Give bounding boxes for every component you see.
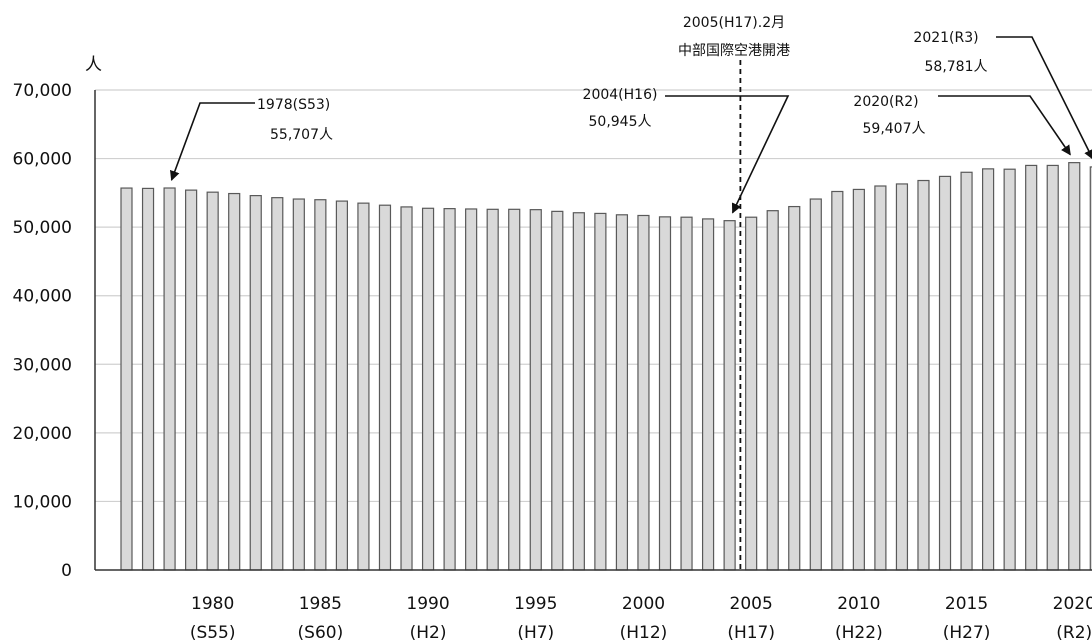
y-tick-label-5: 50,000 xyxy=(13,218,72,238)
annotation-2021-leader xyxy=(996,36,1092,160)
bar-1996 xyxy=(551,210,564,571)
bar-1985 xyxy=(314,199,327,571)
bar-2004 xyxy=(723,220,736,571)
bar-1992 xyxy=(465,208,478,571)
bar-1977 xyxy=(141,187,155,571)
bar-1976 xyxy=(120,187,133,571)
bar-1978 xyxy=(163,187,176,571)
x-tick-label-era-1995: (H7) xyxy=(517,623,554,643)
bar-1998 xyxy=(594,212,607,571)
bar-2007 xyxy=(788,205,801,571)
bar-2013 xyxy=(917,179,930,571)
x-tick-label-year-1990: 1990 xyxy=(406,594,449,614)
bar-1993 xyxy=(486,208,499,571)
y-axis-unit-label: 人 xyxy=(85,55,102,75)
x-tick-label-era-2020: (R2) xyxy=(1056,623,1092,643)
annotations: 1978(S53) 55,707人 2004(H16) 50,945人 2005(H17… xyxy=(170,15,1092,570)
axes xyxy=(94,90,1092,571)
bar-1981 xyxy=(228,192,241,571)
bar-1997 xyxy=(572,212,585,571)
annotation-1978-label: 1978(S53) xyxy=(257,97,330,113)
bar-2003 xyxy=(701,218,715,571)
x-tick-label-era-1990: (H2) xyxy=(410,623,447,643)
x-tick-label-year-2000: 2000 xyxy=(622,594,665,614)
y-tick-label-3: 30,000 xyxy=(13,355,72,375)
annotation-2004-leader xyxy=(665,95,790,214)
annotation-2004-label: 2004(H16) xyxy=(583,87,658,103)
bar-1984 xyxy=(292,198,305,571)
bar-2015 xyxy=(960,171,973,571)
y-tick-labels: 0 10,000 20,000 30,000 40,000 50,000 60,000 70,… xyxy=(13,81,72,581)
bar-1995 xyxy=(529,209,542,571)
y-tick-label-1: 10,000 xyxy=(13,492,72,512)
bar-2021 xyxy=(1089,166,1092,571)
bar-2002 xyxy=(680,216,693,571)
bar-2017 xyxy=(1003,168,1016,571)
y-tick-label-7: 70,000 xyxy=(13,81,72,101)
bar-2020 xyxy=(1068,162,1081,571)
x-tick-label-era-2015: (H27) xyxy=(943,623,991,643)
y-tick-label-4: 40,000 xyxy=(13,287,72,307)
x-tick-label-year-1980: 1980 xyxy=(191,594,234,614)
annotation-1978-leader xyxy=(170,102,255,181)
bar-2012 xyxy=(895,183,909,571)
bar-2006 xyxy=(766,210,779,571)
bar-2011 xyxy=(874,185,887,571)
bar-2000 xyxy=(637,214,650,571)
x-tick-label-era-2010: (H22) xyxy=(835,623,883,643)
x-tick-label-era-2005: (H17) xyxy=(727,623,775,643)
x-tick-label-era-1980: (S55) xyxy=(190,623,236,643)
annotation-2020-leader xyxy=(938,95,1071,156)
x-tick-label-year-2010: 2010 xyxy=(837,594,880,614)
bar-2018 xyxy=(1025,164,1038,571)
bar-1994 xyxy=(508,208,521,571)
annotation-2004-value: 50,945人 xyxy=(589,114,652,130)
bar-2019 xyxy=(1046,164,1059,571)
annotation-2020-label: 2020(R2) xyxy=(853,94,918,110)
bar-1983 xyxy=(271,197,284,571)
bar-1987 xyxy=(357,202,370,571)
bar-1990 xyxy=(421,207,435,571)
bar-2010 xyxy=(852,188,865,571)
x-tick-label-year-2005: 2005 xyxy=(730,594,773,614)
bar-1988 xyxy=(378,204,392,571)
bar-2001 xyxy=(658,216,672,571)
x-tick-labels: 1980 (S55) 1985 (S60) 1990 (H2) 1995 (H7) 2000 (H… xyxy=(190,594,1092,643)
y-tick-label-0: 0 xyxy=(61,561,72,581)
bar-2005 xyxy=(745,216,758,571)
annotation-2020-value: 59,407人 xyxy=(863,121,926,137)
bar-1999 xyxy=(615,214,629,571)
bar-2009 xyxy=(831,190,844,571)
x-tick-label-year-1985: 1985 xyxy=(299,594,342,614)
x-tick-label-year-2015: 2015 xyxy=(945,594,988,614)
bar-1991 xyxy=(443,208,456,571)
annotation-1978-value: 55,707人 xyxy=(270,127,333,143)
annotation-2021-label: 2021(R3) xyxy=(913,30,978,46)
annotation-2005-label: 2005(H17).2月 xyxy=(683,15,785,31)
annotation-2005-note: 中部国際空港開港 xyxy=(678,43,790,59)
bar-2016 xyxy=(981,168,995,571)
x-tick-label-era-1985: (S60) xyxy=(298,623,344,643)
bar-1982 xyxy=(249,195,262,571)
x-tick-label-year-1995: 1995 xyxy=(514,594,557,614)
bars xyxy=(120,162,1092,571)
bar-1989 xyxy=(400,206,413,571)
bar-1980 xyxy=(206,191,219,571)
annotation-2021-value: 58,781人 xyxy=(925,59,988,75)
bar-2014 xyxy=(938,175,952,571)
x-tick-label-era-2000: (H12) xyxy=(620,623,668,643)
bar-2008 xyxy=(809,198,822,571)
bar-1979 xyxy=(185,189,198,571)
y-tick-label-6: 60,000 xyxy=(13,150,72,170)
y-tick-label-2: 20,000 xyxy=(13,424,72,444)
bar-1986 xyxy=(335,200,348,571)
x-tick-label-year-2020: 2020 xyxy=(1053,594,1092,614)
